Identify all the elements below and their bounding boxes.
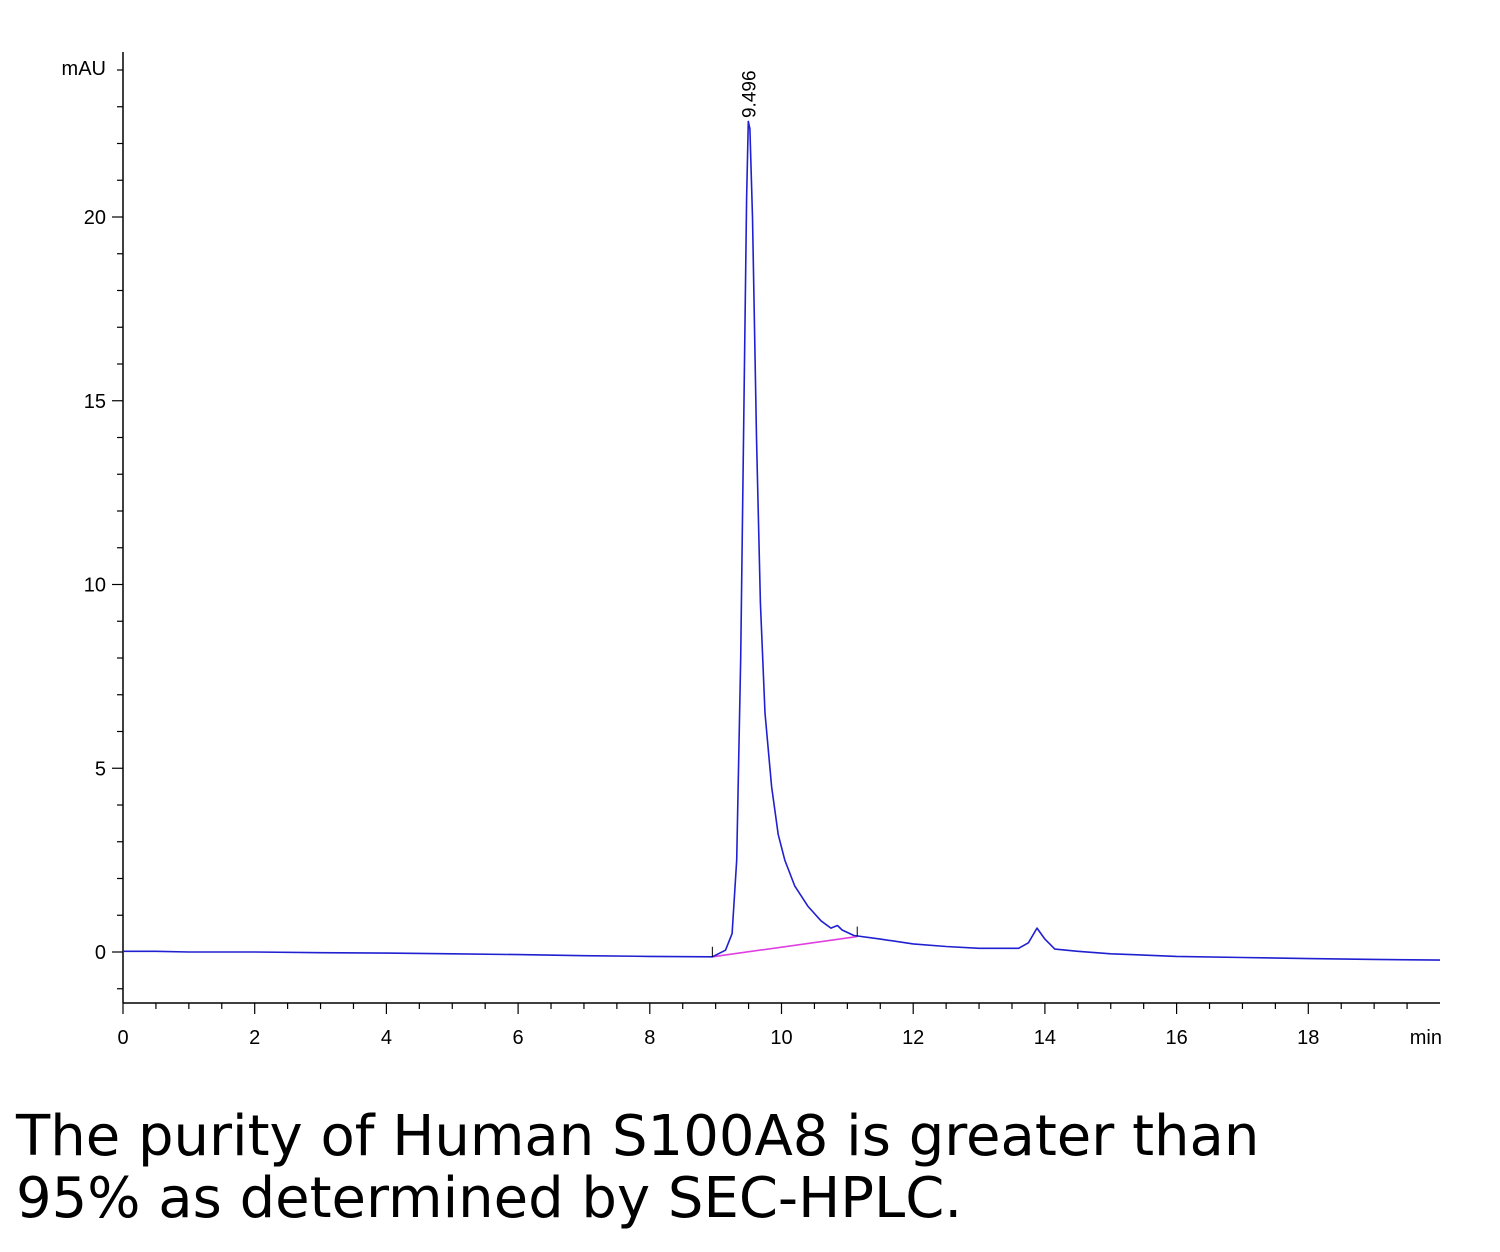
integration-baseline xyxy=(712,935,858,958)
caption-line-2: 95% as determined by SEC-HPLC. xyxy=(16,1166,963,1231)
x-tick-label: 2 xyxy=(249,1027,260,1049)
x-axis-label: min xyxy=(1410,1027,1442,1049)
integration-markers xyxy=(711,926,858,957)
x-tick-label: 14 xyxy=(1034,1027,1056,1049)
y-tick-label: 20 xyxy=(84,207,106,229)
chromatogram-trace xyxy=(123,120,1441,961)
y-tick-label: 10 xyxy=(84,575,106,597)
x-tick-label: 10 xyxy=(770,1027,792,1049)
x-tick-label: 0 xyxy=(117,1027,128,1049)
x-tick-label: 6 xyxy=(513,1027,524,1049)
x-tick-label: 4 xyxy=(381,1027,392,1049)
x-tick-label: 12 xyxy=(902,1027,924,1049)
purity-caption: The purity of Human S100A8 is greater th… xyxy=(16,1106,1456,1230)
y-axis-label: mAU xyxy=(62,58,106,80)
y-tick-label: 5 xyxy=(95,758,106,780)
tick-labels: 0 2 4 6 8 10 12 14 16 18 0 5 10 15 20 xyxy=(84,207,1320,1049)
x-tick-label: 16 xyxy=(1165,1027,1187,1049)
peak-retention-label: 9.496 xyxy=(739,70,760,118)
tick-marks xyxy=(112,69,1408,1014)
y-tick-label: 15 xyxy=(84,391,106,413)
chromatogram-chart: 0 2 4 6 8 10 12 14 16 18 0 5 10 15 20 mAU min 9.496 xyxy=(62,52,1442,1049)
x-tick-label: 8 xyxy=(644,1027,655,1049)
y-tick-label: 0 xyxy=(95,942,106,964)
caption-line-1: The purity of Human S100A8 is greater th… xyxy=(16,1104,1260,1169)
x-tick-label: 18 xyxy=(1297,1027,1319,1049)
